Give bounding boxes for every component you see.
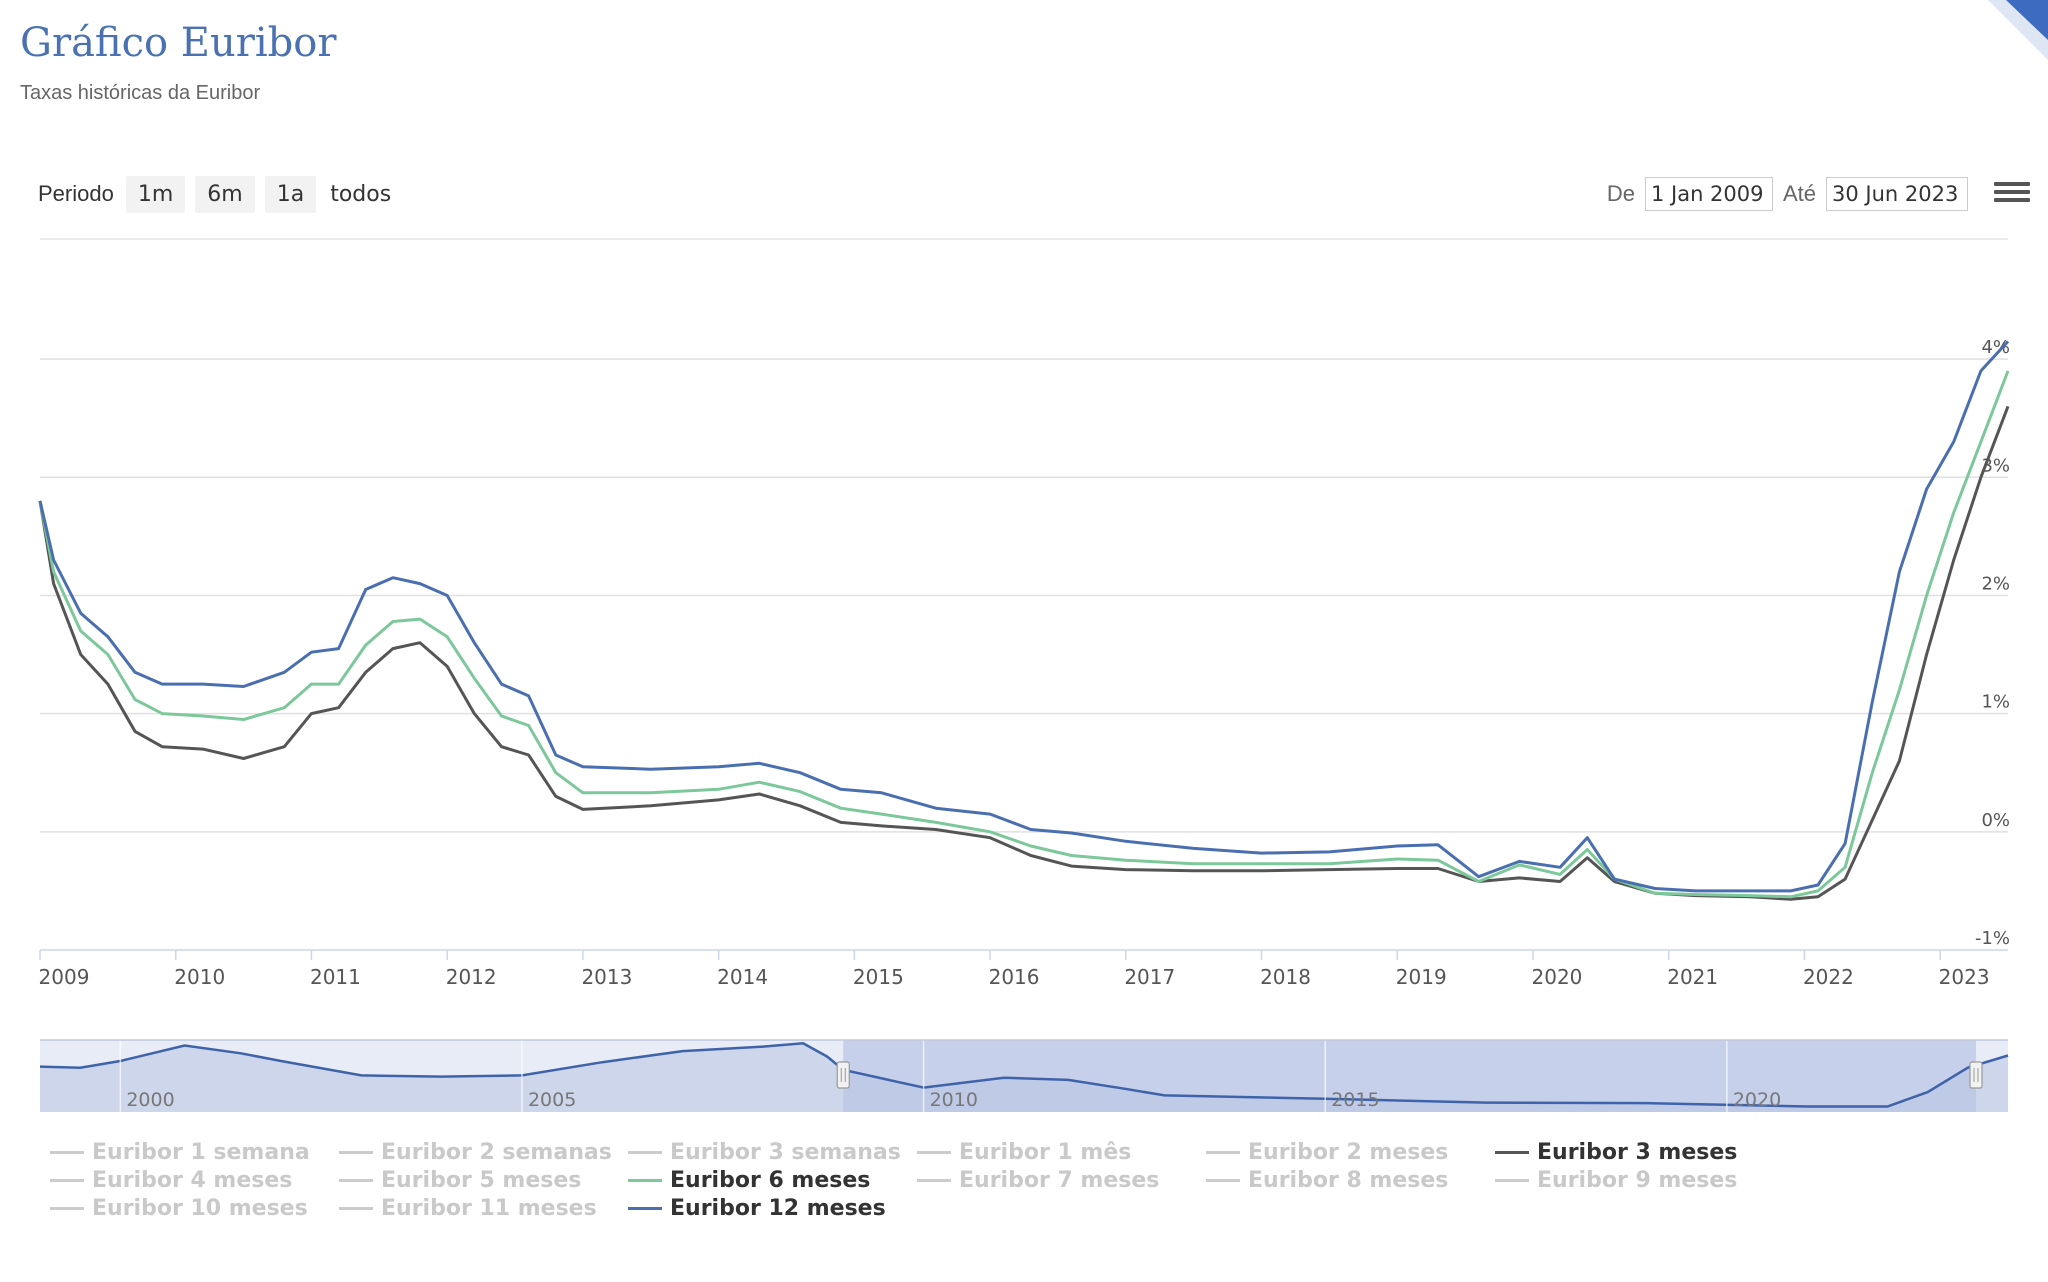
hamburger-menu-icon[interactable]: [1994, 178, 2030, 208]
navigator-tick-label: 2015: [1331, 1089, 1379, 1111]
x-tick-label: 2022: [1803, 965, 1854, 989]
x-tick-label: 2021: [1667, 965, 1718, 989]
chart-title: Gráfico Euribor: [20, 20, 337, 66]
legend-swatch: [1206, 1179, 1240, 1182]
series-line-euribor-6-meses: [38, 370, 2010, 899]
y-tick-label: 2%: [1981, 573, 2010, 594]
x-tick-label: 2017: [1124, 965, 1175, 989]
x-tick-label: 2018: [1260, 965, 1311, 989]
legend-swatch: [50, 1179, 84, 1182]
y-tick-label: 1%: [1981, 692, 2010, 713]
legend-label: Euribor 8 meses: [1248, 1168, 1449, 1193]
legend-label: Euribor 6 meses: [670, 1168, 871, 1193]
legend-item[interactable]: Euribor 10 meses: [50, 1196, 308, 1221]
legend-label: Euribor 7 meses: [959, 1168, 1160, 1193]
legend-item[interactable]: Euribor 8 meses: [1206, 1168, 1448, 1193]
legend-item[interactable]: Euribor 3 semanas: [628, 1140, 901, 1165]
zoom-1m-button[interactable]: 1m: [125, 175, 186, 213]
legend-label: Euribor 12 meses: [670, 1196, 886, 1221]
legend-swatch: [339, 1151, 373, 1154]
legend-swatch: [50, 1207, 84, 1210]
legend-label: Euribor 11 meses: [381, 1196, 597, 1221]
menu-bar: [1994, 198, 2030, 202]
legend-swatch: [1495, 1151, 1529, 1154]
legend-swatch: [917, 1151, 951, 1154]
legend-swatch: [628, 1179, 662, 1182]
legend-item[interactable]: Euribor 11 meses: [339, 1196, 597, 1221]
navigator-tick-label: 2000: [126, 1089, 174, 1111]
legend-item[interactable]: Euribor 3 meses: [1495, 1140, 1737, 1165]
legend-swatch: [917, 1179, 951, 1182]
navigator-left-handle[interactable]: [836, 1061, 850, 1089]
legend-item[interactable]: Euribor 9 meses: [1495, 1168, 1737, 1193]
legend-label: Euribor 1 semana: [92, 1140, 310, 1165]
x-tick-label: 2020: [1532, 965, 1583, 989]
legend-item[interactable]: Euribor 2 semanas: [339, 1140, 612, 1165]
menu-bar: [1994, 182, 2030, 186]
legend-label: Euribor 1 mês: [959, 1140, 1132, 1165]
legend-label: Euribor 3 meses: [1537, 1140, 1738, 1165]
x-tick-label: 2014: [717, 965, 768, 989]
from-label: De: [1606, 181, 1635, 206]
chart-subtitle: Taxas históricas da Euribor: [20, 82, 261, 104]
legend-swatch: [1495, 1179, 1529, 1182]
navigator-tick-label: 2020: [1733, 1089, 1781, 1111]
legend-swatch: [628, 1207, 662, 1210]
y-tick-label: 0%: [1981, 810, 2010, 831]
menu-bar: [1994, 190, 2030, 194]
corner-fold-icon: [1988, 0, 2048, 60]
euribor-line-chart: 4%3%2%1%0%-1%2009 2010 2011 2012 2013 2014 201…: [38, 238, 2010, 1112]
x-tick-label: 2023: [1939, 965, 1990, 989]
legend-item[interactable]: Euribor 5 meses: [339, 1168, 581, 1193]
y-tick-label: 4%: [1981, 337, 2010, 358]
period-label: Periodo: [38, 181, 114, 206]
date-range-selector: De Até: [1607, 172, 1968, 216]
zoom-all-button[interactable]: todos: [326, 176, 395, 213]
x-tick-label: 2010: [174, 965, 225, 989]
legend-item[interactable]: Euribor 6 meses: [628, 1168, 870, 1193]
zoom-1a-button[interactable]: 1a: [264, 175, 317, 213]
legend-item[interactable]: Euribor 7 meses: [917, 1168, 1159, 1193]
x-tick-label: 2012: [446, 965, 497, 989]
x-tick-label: 2009: [39, 965, 90, 989]
to-label: Até: [1782, 181, 1816, 206]
legend-item[interactable]: Euribor 12 meses: [628, 1196, 886, 1221]
zoom-toolbar: Periodo 1m 6m 1a todos: [38, 172, 395, 216]
legend-label: Euribor 3 semanas: [670, 1140, 901, 1165]
legend-swatch: [339, 1207, 373, 1210]
to-date-input[interactable]: [1826, 177, 1968, 211]
navigator-right-handle[interactable]: [1969, 1061, 1983, 1089]
legend-label: Euribor 4 meses: [92, 1168, 293, 1193]
legend-label: Euribor 2 semanas: [381, 1140, 612, 1165]
legend-label: Euribor 10 meses: [92, 1196, 308, 1221]
legend-swatch: [628, 1151, 662, 1154]
legend-swatch: [1206, 1151, 1240, 1154]
legend-item[interactable]: Euribor 2 meses: [1206, 1140, 1448, 1165]
legend-item[interactable]: Euribor 1 mês: [917, 1140, 1131, 1165]
legend-swatch: [50, 1151, 84, 1154]
legend-label: Euribor 5 meses: [381, 1168, 582, 1193]
x-tick-label: 2016: [989, 965, 1040, 989]
legend-item[interactable]: Euribor 1 semana: [50, 1140, 310, 1165]
series-line-euribor-3-meses: [38, 405, 2010, 901]
navigator-tick-label: 2010: [930, 1089, 978, 1111]
x-tick-label: 2019: [1396, 965, 1447, 989]
navigator-area: [40, 1043, 2008, 1112]
navigator-tick-label: 2005: [528, 1089, 576, 1111]
zoom-6m-button[interactable]: 6m: [195, 175, 255, 213]
x-tick-label: 2011: [310, 965, 361, 989]
legend-swatch: [339, 1179, 373, 1182]
legend-label: Euribor 2 meses: [1248, 1140, 1449, 1165]
legend-item[interactable]: Euribor 4 meses: [50, 1168, 292, 1193]
legend-label: Euribor 9 meses: [1537, 1168, 1738, 1193]
x-tick-label: 2015: [853, 965, 904, 989]
y-tick-label: -1%: [1975, 928, 2010, 949]
x-tick-label: 2013: [581, 965, 632, 989]
series-line-euribor-12-meses: [38, 340, 2010, 893]
from-date-input[interactable]: [1644, 177, 1773, 211]
